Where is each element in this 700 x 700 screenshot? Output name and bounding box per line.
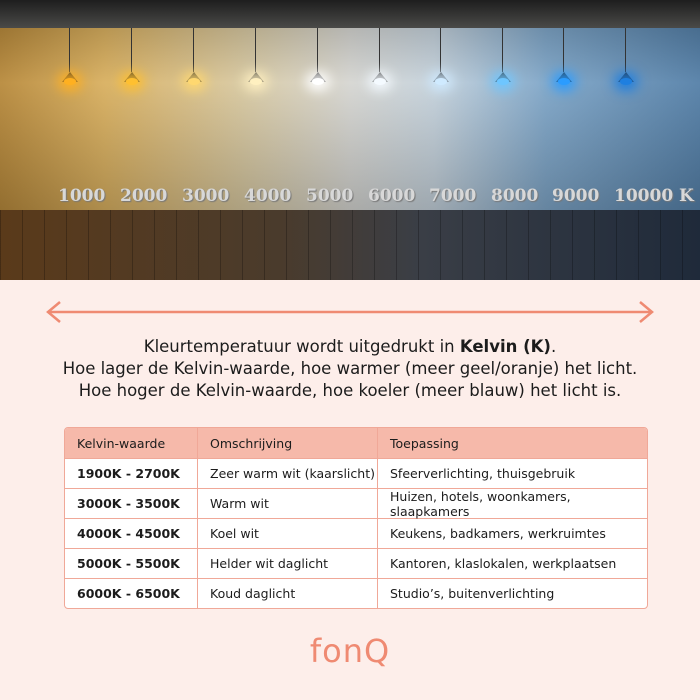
cell-description: Koel wit bbox=[197, 519, 377, 548]
cell-kelvin: 3000K - 3500K bbox=[77, 496, 180, 511]
pendant-lamp-icon bbox=[554, 28, 574, 88]
cell-application: Huizen, hotels, woonkamers, slaapkamers bbox=[377, 489, 647, 519]
color-temperature-photo: 1000 2000 3000 4000 5000 6000 7000 8000 9000 1000… bbox=[0, 0, 700, 280]
kelvin-label: 5000 bbox=[306, 186, 354, 206]
header-description: Omschrijving bbox=[197, 428, 377, 458]
kelvin-label: 9000 bbox=[552, 186, 600, 206]
kelvin-label: 6000 bbox=[368, 186, 416, 206]
pendant-lamp-icon bbox=[616, 28, 636, 88]
kelvin-label: 4000 bbox=[244, 186, 292, 206]
header-kelvin: Kelvin-waarde bbox=[77, 435, 166, 451]
kelvin-label: 10000 K bbox=[614, 186, 694, 206]
kelvin-label: 1000 bbox=[58, 186, 106, 206]
kelvin-label: 8000 bbox=[491, 186, 539, 206]
table-row: 3000K - 3500K Warm wit Huizen, hotels, woo… bbox=[65, 488, 647, 519]
pendant-lamp-icon bbox=[370, 28, 390, 88]
cell-application: Sfeerverlichting, thuisgebruik bbox=[377, 459, 647, 488]
cell-description: Warm wit bbox=[197, 489, 377, 518]
cell-description: Zeer warm wit (kaarslicht) bbox=[197, 459, 377, 488]
cell-kelvin: 5000K - 5500K bbox=[77, 556, 180, 571]
kelvin-label: 3000 bbox=[182, 186, 230, 206]
kelvin-label: 2000 bbox=[120, 186, 168, 206]
table-row: 1900K - 2700K Zeer warm wit (kaarslicht) S… bbox=[65, 458, 647, 488]
cell-application: Keukens, badkamers, werkruimtes bbox=[377, 519, 647, 548]
pendant-lamp-icon bbox=[246, 28, 266, 88]
cell-kelvin: 6000K - 6500K bbox=[77, 586, 180, 601]
table-row: 6000K - 6500K Koud daglicht Studio’s, buit… bbox=[65, 578, 647, 608]
floor bbox=[0, 210, 700, 280]
cell-description: Helder wit daglicht bbox=[197, 549, 377, 578]
intro-text: Kleurtemperatuur wordt uitgedrukt in Kel… bbox=[0, 336, 700, 402]
pendant-lamp-icon bbox=[122, 28, 142, 88]
pendant-lamp-icon bbox=[60, 28, 80, 88]
table-header: Kelvin-waarde Omschrijving Toepassing bbox=[65, 428, 647, 458]
pendant-lamp-icon bbox=[431, 28, 451, 88]
header-application: Toepassing bbox=[377, 428, 647, 458]
ceiling bbox=[0, 0, 700, 28]
cell-application: Studio’s, buitenverlichting bbox=[377, 579, 647, 608]
wall bbox=[0, 28, 700, 210]
double-arrow-icon bbox=[46, 301, 654, 323]
intro-line-2: Hoe lager de Kelvin-waarde, hoe warmer (… bbox=[62, 359, 638, 378]
cell-description: Koud daglicht bbox=[197, 579, 377, 608]
kelvin-label: 7000 bbox=[429, 186, 477, 206]
cell-application: Kantoren, klaslokalen, werkplaatsen bbox=[377, 549, 647, 578]
fonq-logo: fonQ bbox=[309, 632, 391, 670]
table-row: 4000K - 4500K Koel wit Keukens, badkamers,… bbox=[65, 518, 647, 548]
pendant-lamp-icon bbox=[493, 28, 513, 88]
pendant-lamp-icon bbox=[184, 28, 204, 88]
kelvin-table: Kelvin-waarde Omschrijving Toepassing 19… bbox=[64, 427, 648, 609]
intro-line-3: Hoe hoger de Kelvin-waarde, hoe koeler (… bbox=[78, 381, 622, 400]
cell-kelvin: 4000K - 4500K bbox=[77, 526, 180, 541]
table-row: 5000K - 5500K Helder wit daglicht Kantoren… bbox=[65, 548, 647, 578]
cell-kelvin: 1900K - 2700K bbox=[77, 466, 180, 481]
intro-line-1: Kleurtemperatuur wordt uitgedrukt in Kel… bbox=[143, 337, 557, 356]
pendant-lamp-icon bbox=[308, 28, 328, 88]
